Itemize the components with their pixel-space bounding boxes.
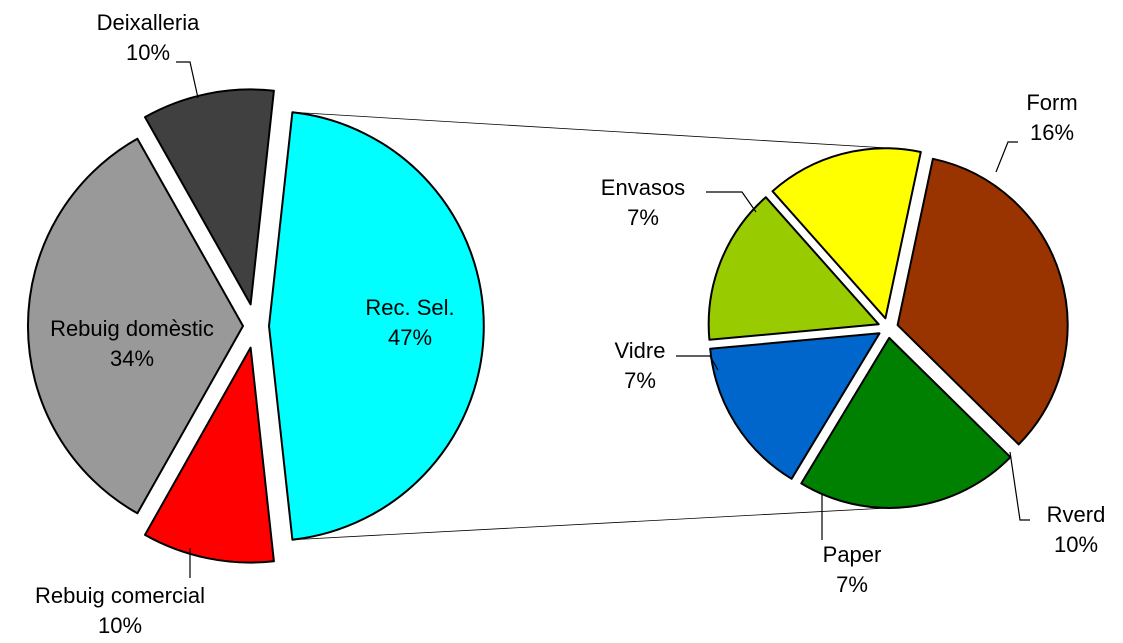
label-deixalleria-name: Deixalleria <box>97 10 200 35</box>
main-slice-rebuig-domestic <box>26 137 244 515</box>
label-rec-sel-value: 47% <box>388 325 432 350</box>
main-slice-deixalleria <box>144 346 275 564</box>
label-rec-sel-name: Rec. Sel. <box>365 295 454 320</box>
leader-vidre <box>676 355 719 371</box>
label-deixalleria-value: 10% <box>126 40 170 65</box>
label-form-value: 16% <box>1030 120 1074 145</box>
leader-envasos <box>706 191 757 213</box>
label-form-name: Form <box>1026 90 1077 115</box>
leader-rverd <box>1009 451 1030 521</box>
label-envasos-name: Envasos <box>601 175 685 200</box>
label-deixalleria: Deixalleria 10% <box>97 10 200 65</box>
label-rebuig-comercial-name: Rebuig comercial <box>35 583 205 608</box>
label-rebuig-domestic-name: Rebuig domèstic <box>50 316 214 341</box>
label-vidre-value: 7% <box>624 368 656 393</box>
label-rebuig-comercial-value: 10% <box>98 613 142 638</box>
label-form: Form 16% <box>1026 90 1077 145</box>
label-envasos: Envasos 7% <box>601 175 685 230</box>
connector-line-bottom <box>292 507 889 541</box>
leader-lines <box>176 61 1030 578</box>
connector-lines <box>292 111 889 541</box>
leader-form <box>995 141 1018 173</box>
main-pie <box>26 88 485 564</box>
label-rec-sel: Rec. Sel. 47% <box>365 295 454 350</box>
secondary-slice-form <box>896 157 1069 446</box>
label-rebuig-domestic-value: 34% <box>110 346 154 371</box>
label-rverd-name: Rverd <box>1047 502 1106 527</box>
secondary-slice-vidre <box>707 196 880 341</box>
label-rebuig-domestic: Rebuig domèstic 34% <box>50 316 214 371</box>
label-rebuig-comercial: Rebuig comercial 10% <box>35 583 205 638</box>
label-paper-value: 7% <box>836 572 868 597</box>
label-rverd-value: 10% <box>1054 532 1098 557</box>
main-slice-rec-sel <box>268 111 485 541</box>
label-vidre: Vidre 7% <box>615 338 666 393</box>
label-rverd: Rverd 10% <box>1047 502 1106 557</box>
secondary-pie <box>707 147 1069 509</box>
main-slice-rebuig-comercial <box>144 88 275 306</box>
leader-deixalleria <box>176 61 199 99</box>
label-envasos-value: 7% <box>627 205 659 230</box>
secondary-slice-paper <box>709 332 881 480</box>
label-paper: Paper 7% <box>823 542 882 597</box>
label-paper-name: Paper <box>823 542 882 567</box>
label-vidre-name: Vidre <box>615 338 666 363</box>
secondary-slice-envasos <box>771 147 922 320</box>
connector-line-top <box>292 111 889 149</box>
slice-labels: Rec. Sel. 47% Rebuig domèstic 34% Deixalleri… <box>35 10 1105 638</box>
